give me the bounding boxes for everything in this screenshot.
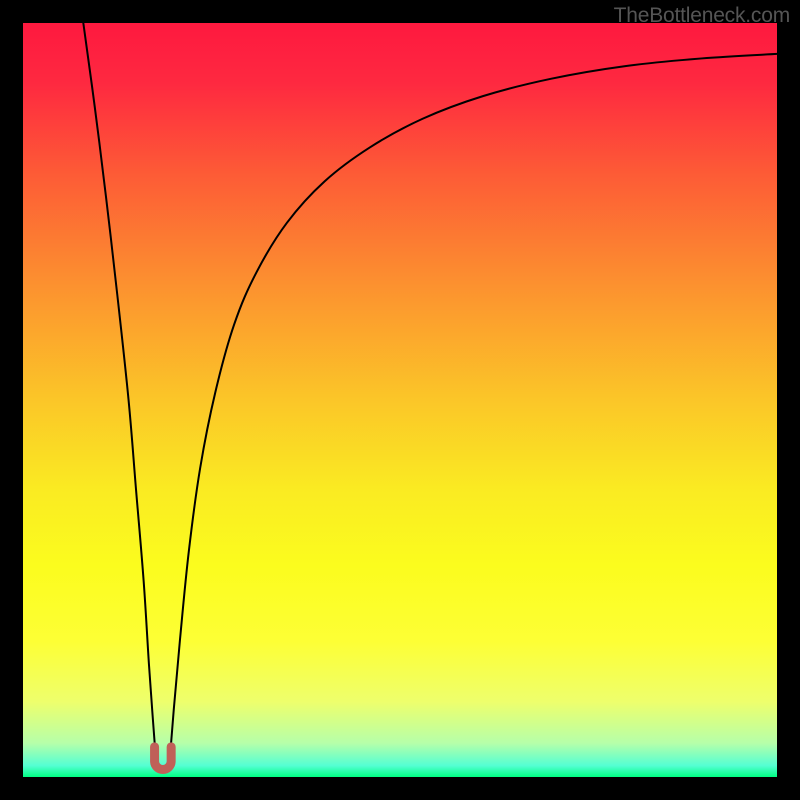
curve-right_branch	[171, 54, 777, 747]
curve-layer	[23, 23, 777, 777]
marker-trough_marker	[155, 747, 172, 770]
chart-container: TheBottleneck.com	[0, 0, 800, 800]
curve-left_branch	[83, 23, 155, 747]
watermark-text: TheBottleneck.com	[614, 4, 790, 28]
plot-area	[23, 23, 777, 777]
